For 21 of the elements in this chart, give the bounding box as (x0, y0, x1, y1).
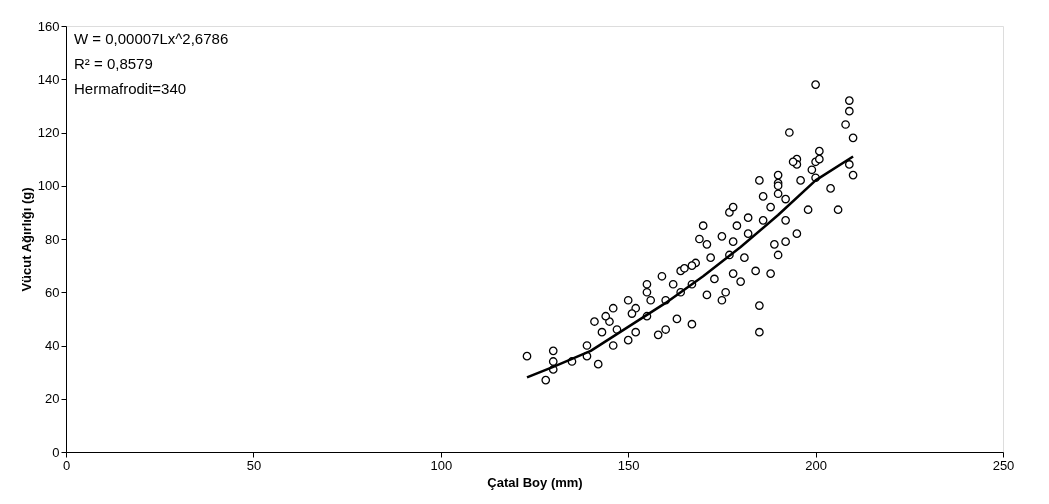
annotation: W = 0,00007Lx^2,6786 (74, 30, 229, 47)
annotation: R² = 0,8579 (74, 55, 153, 72)
y-tick-label: 0 (52, 444, 60, 460)
x-tick-label: 100 (430, 457, 453, 473)
line-series (525, 155, 855, 379)
y-tick-label: 80 (45, 231, 60, 247)
y-tick-label: 40 (45, 338, 60, 353)
y-tick-label: 140 (37, 71, 60, 87)
y-tick-label: 60 (45, 284, 60, 300)
x-tick-label: 250 (992, 457, 1015, 473)
x-axis-title: Çatal Boy (mm) (487, 474, 583, 490)
y-tick-label: 20 (45, 391, 60, 407)
y-tick-label: 160 (37, 18, 60, 34)
annotation: Hermafrodit=340 (74, 80, 187, 97)
x-tick-label: 200 (805, 457, 827, 473)
y-tick-label: 120 (37, 125, 60, 140)
y-tick-label: 100 (37, 178, 60, 194)
x-tick-label: 0 (62, 457, 71, 473)
x-tick-label: 150 (617, 457, 640, 473)
x-tick-label: 50 (246, 457, 262, 473)
y-axis-title: Vücut Ağırlığı (g) (18, 187, 34, 292)
